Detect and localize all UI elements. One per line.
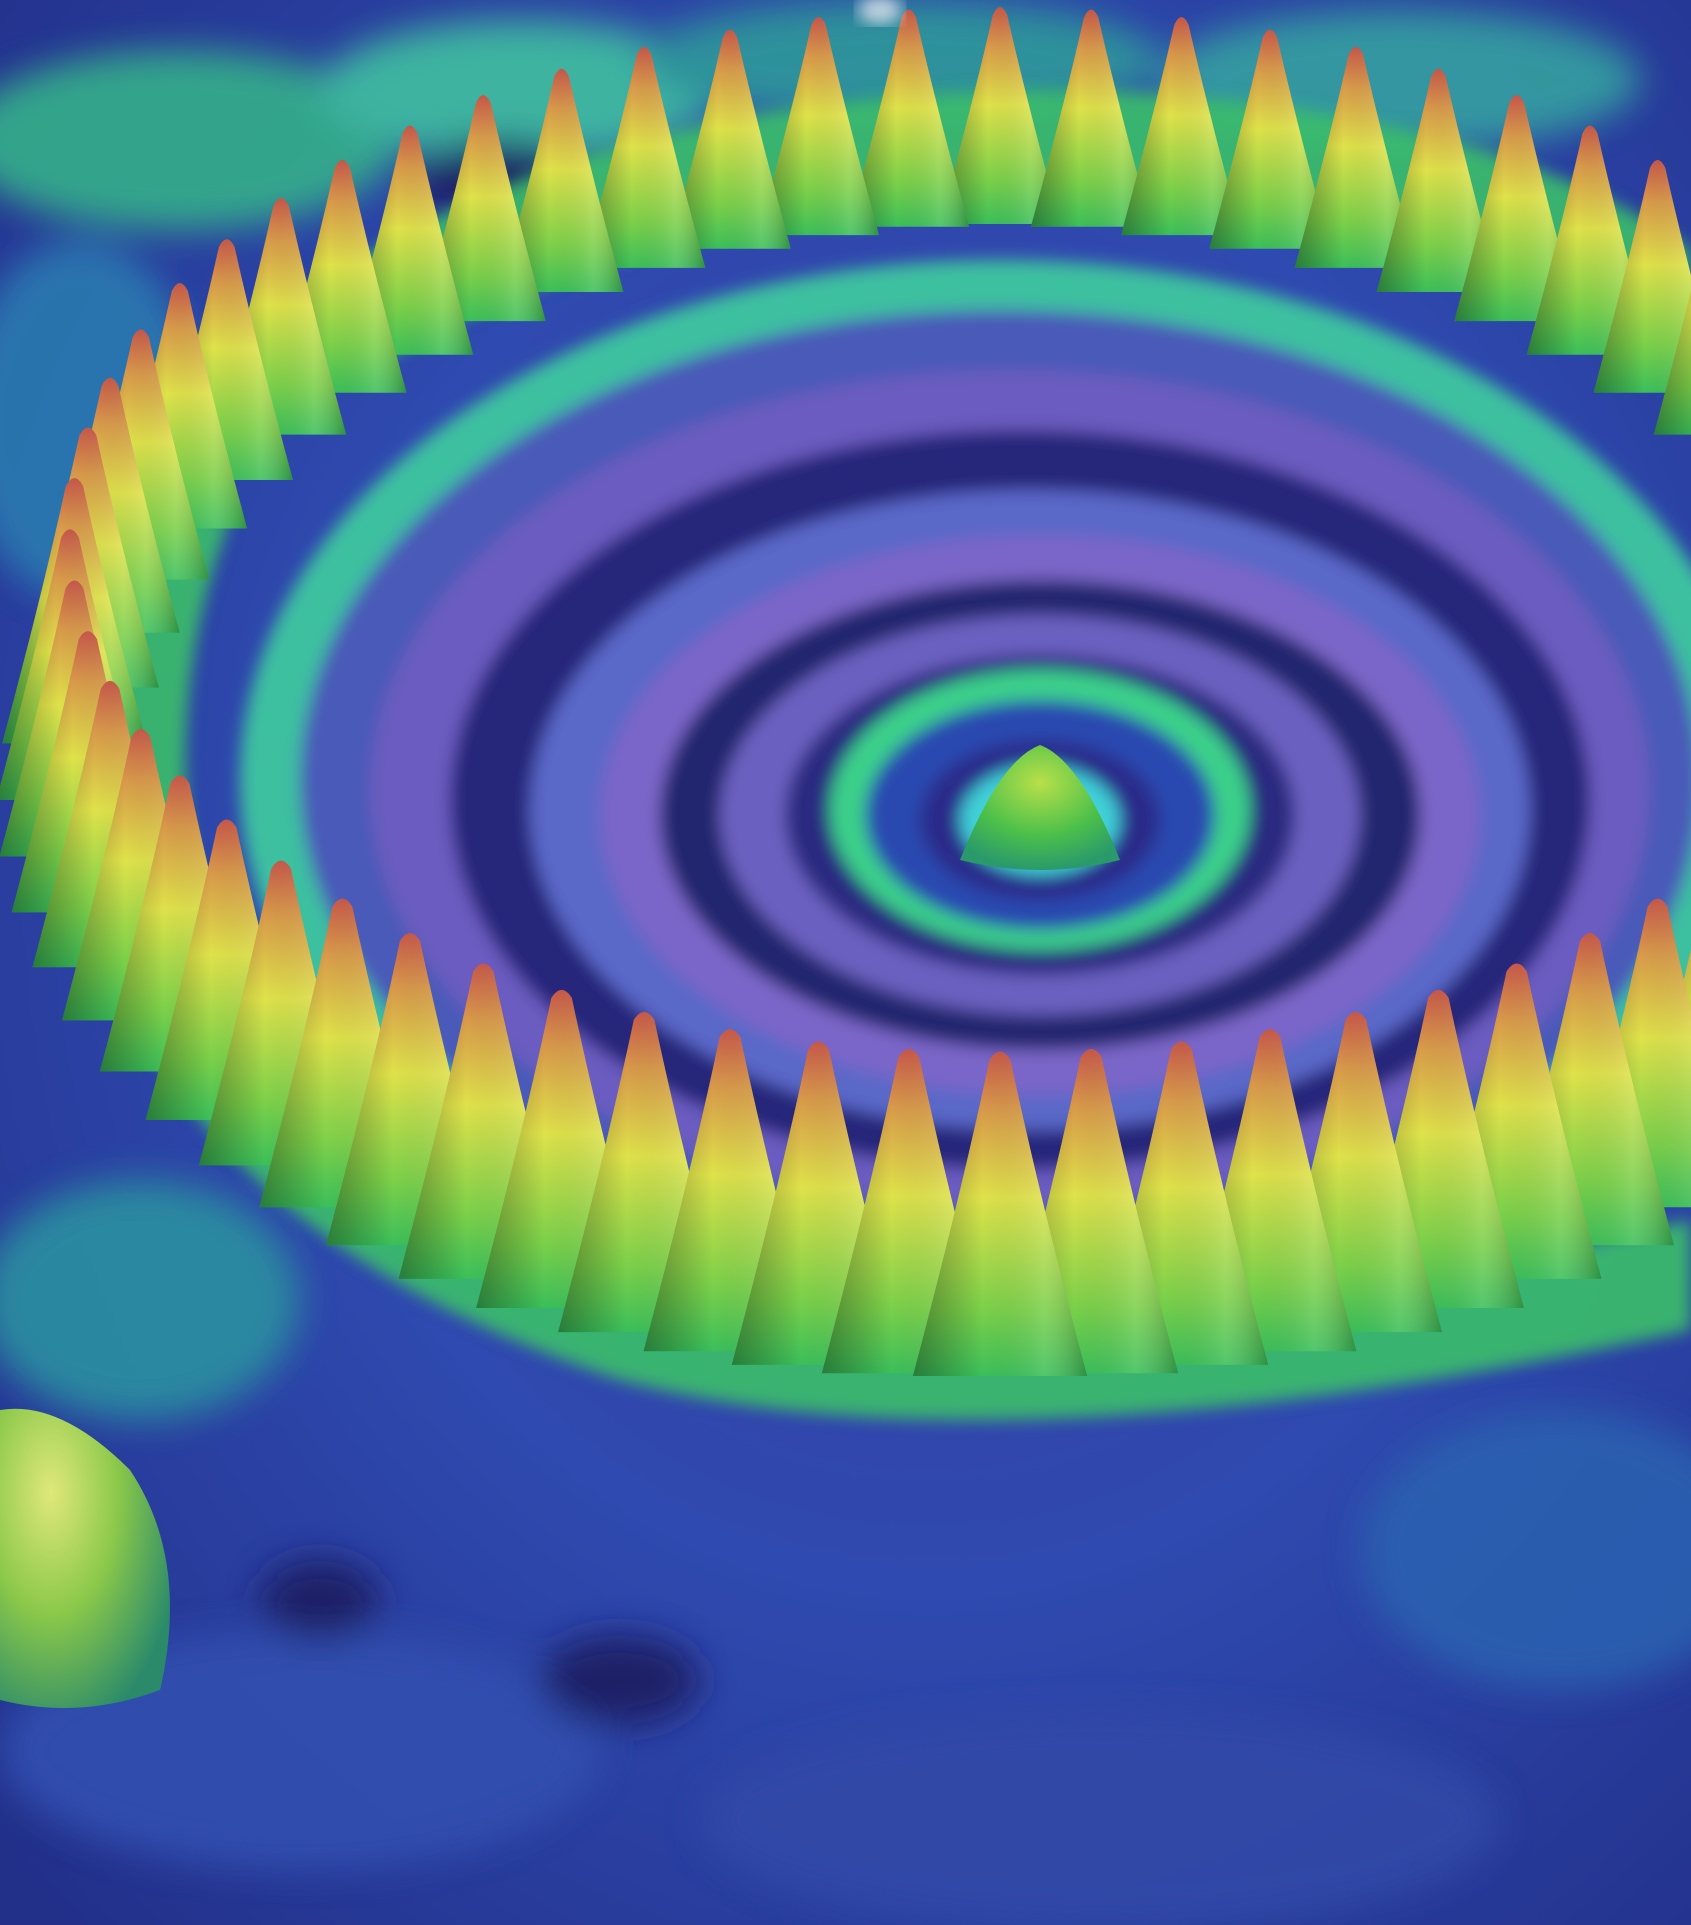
corral-spike-shade — [912, 1051, 1088, 1376]
corral-spike-shade — [758, 17, 880, 236]
corral-spike-shade — [499, 68, 624, 293]
corral-spikes — [0, 7, 1691, 1376]
corral-spike-shade — [1376, 68, 1501, 293]
corral-spike-shade — [1209, 29, 1331, 249]
corral-spike-shade — [669, 29, 791, 249]
corral-spike-shade — [848, 9, 970, 227]
corral-spike-shade — [1294, 46, 1418, 268]
corral-spike-shade — [1454, 95, 1580, 322]
corral-spike-shade — [420, 95, 546, 322]
corral-spike-shade — [1120, 17, 1242, 236]
corral-spike-shade — [1653, 291, 1691, 435]
left-adatom-bump — [0, 1400, 170, 1708]
top-adatom — [858, 0, 902, 24]
corral-spike-shade — [1593, 160, 1691, 393]
corral-spike-shade — [1030, 9, 1152, 227]
corral-spike-shade — [939, 7, 1061, 224]
interior-ripples — [240, 260, 1691, 1300]
corral-spike-shade — [582, 46, 706, 268]
center-peak — [960, 745, 1120, 870]
